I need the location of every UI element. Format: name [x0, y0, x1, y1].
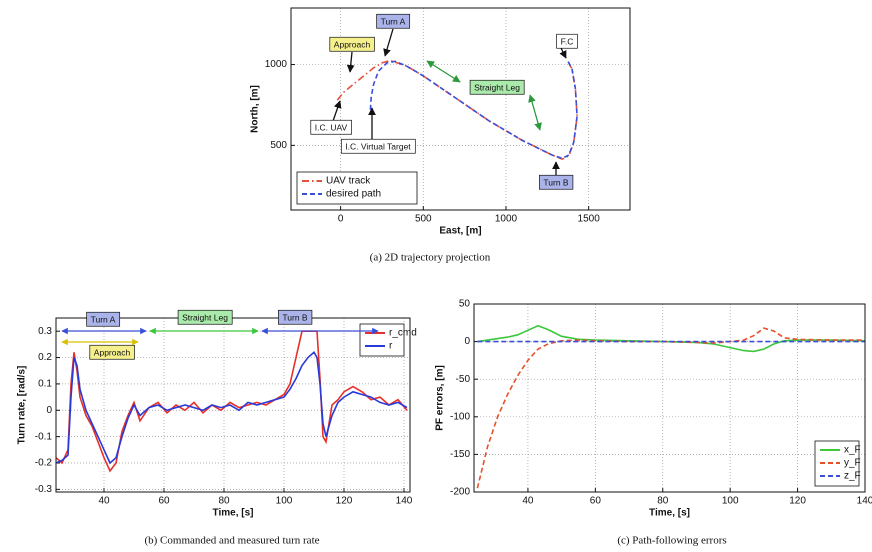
- x-axis-label: Time, [s]: [649, 508, 690, 519]
- y-axis-label: Turn rate, [rad/s]: [17, 366, 28, 445]
- annotation: F.C: [561, 36, 574, 46]
- legend-label: desired path: [326, 189, 381, 200]
- annotation-arrow: [383, 28, 394, 57]
- annotation-box: [310, 119, 352, 135]
- x-tick-label: 100: [722, 496, 739, 507]
- annotation-box: [340, 138, 416, 154]
- x-tick-label: 1000: [495, 214, 518, 225]
- y-tick-label: -100: [450, 411, 470, 422]
- y-tick-label: 0.3: [38, 326, 52, 337]
- legend-label: z_F: [844, 471, 861, 482]
- annotation-arrow: [332, 100, 342, 122]
- y-tick-label: 0.1: [38, 379, 52, 390]
- series-line: [369, 59, 578, 160]
- x-tick-label: 120: [789, 496, 806, 507]
- legend: UAV track desired path: [296, 171, 418, 205]
- caption: (b) Commanded and measured turn rate: [144, 535, 319, 547]
- annotation-box: [469, 79, 525, 95]
- legend-box: [296, 171, 418, 205]
- y-axis-label: North, [m]: [250, 85, 261, 133]
- y-tick-label: 1000: [265, 59, 288, 70]
- x-tick-label: 60: [590, 496, 602, 507]
- annotation-box: [329, 36, 375, 52]
- x-tick-label: 140: [396, 496, 413, 507]
- x-tick-label: 40: [522, 496, 534, 507]
- y-tick-label: 500: [270, 140, 287, 151]
- plot-frame: [55, 317, 411, 493]
- annotation-box: [89, 344, 135, 360]
- annotation-arrow: [346, 51, 355, 73]
- y-tick-label: -0.3: [35, 484, 53, 495]
- y-tick-label: -0.1: [35, 431, 53, 442]
- annotation: Approach: [334, 39, 371, 49]
- y-tick-label: -200: [450, 487, 470, 498]
- annotation-arrow: [426, 60, 461, 83]
- annotation: Turn A: [381, 16, 406, 26]
- x-tick-label: 500: [415, 214, 432, 225]
- series-line: [56, 351, 408, 465]
- x-tick-label: 100: [276, 496, 293, 507]
- x-axis-label: Time, [s]: [213, 508, 254, 519]
- annotation: Approach: [94, 347, 131, 357]
- x-tick-label: 1500: [578, 214, 601, 225]
- y-axis-label: PF errors, [m]: [435, 365, 446, 431]
- legend-label: y_F: [844, 458, 861, 469]
- plot-area: [474, 304, 865, 492]
- y-tick-label: 50: [459, 299, 471, 310]
- series-line: [336, 59, 578, 160]
- y-tick-label: -150: [450, 449, 470, 460]
- annotation: I.C. UAV: [315, 122, 348, 132]
- annotation: Straight Leg: [474, 82, 520, 92]
- legend-label: x_F: [844, 445, 861, 456]
- annotation-box: [539, 174, 574, 190]
- series-line: [476, 327, 865, 489]
- annotation: Turn B: [282, 312, 308, 322]
- annotation: Turn A: [91, 314, 116, 324]
- x-tick-label: 80: [218, 496, 230, 507]
- annotation-box: [86, 311, 121, 327]
- chart-panel: 40 60 80 100 120 140 -0.3 -0.2 -0.1 0 0.1 0.2 0.3 Tim…: [17, 309, 417, 547]
- chart-panel: 0 500 1000 1500 500 1000 East, [m] North, [m] (a…: [250, 7, 631, 264]
- legend: x_F y_F z_F: [814, 440, 861, 487]
- y-tick-label: -0.2: [35, 458, 53, 469]
- annotation: I.C. Virtual Target: [345, 141, 411, 151]
- annotation: Turn B: [543, 177, 569, 187]
- y-tick-label: -50: [456, 374, 471, 385]
- x-tick-label: 80: [657, 496, 669, 507]
- plot-frame: [290, 7, 631, 211]
- x-tick-label: 0: [338, 214, 344, 225]
- caption: (c) Path-following errors: [617, 535, 726, 547]
- annotation: Straight Leg: [182, 312, 228, 322]
- x-axis-label: East, [m]: [439, 226, 481, 237]
- annotation-box: [376, 13, 411, 29]
- annotation-box: [177, 309, 233, 325]
- x-tick-label: 60: [158, 496, 170, 507]
- legend-label: UAV track: [326, 176, 371, 187]
- chart-panel: 40 60 80 100 120 140 -200 -150 -100 -50 0 50 Time, […: [435, 299, 872, 547]
- legend-label: r_cmd: [389, 328, 417, 339]
- annotation-arrow: [528, 94, 542, 131]
- annotation-box: [278, 309, 313, 325]
- x-tick-label: 40: [98, 496, 110, 507]
- y-tick-label: 0.2: [38, 352, 52, 363]
- plot-frame: [473, 303, 866, 493]
- y-tick-label: 0: [464, 336, 470, 347]
- caption: (a) 2D trajectory projection: [370, 252, 491, 264]
- x-tick-label: 140: [857, 496, 872, 507]
- x-tick-label: 120: [336, 496, 353, 507]
- y-tick-label: 0: [46, 405, 52, 416]
- legend-label: r: [389, 341, 393, 352]
- annotation-box: [556, 33, 578, 49]
